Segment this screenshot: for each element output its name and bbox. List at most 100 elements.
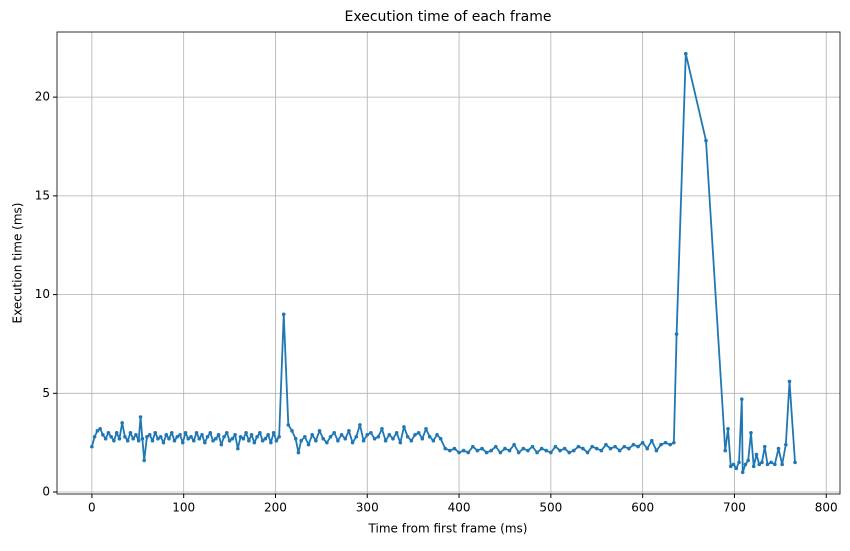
point [216,432,221,437]
point [236,446,240,451]
point [405,434,410,439]
point [773,462,777,467]
y-tick-label: 20 [35,90,50,104]
point [347,429,351,433]
point [581,446,585,451]
point [114,430,119,435]
point [674,332,679,336]
point [117,436,122,441]
x-tick-label: 800 [815,501,838,515]
point [227,438,232,443]
x-axis-label: Time from first frame (ms) [368,522,528,536]
point [645,446,650,451]
point [271,430,276,435]
point [704,138,708,143]
point [457,450,461,455]
point [739,397,744,402]
point [475,448,480,453]
point [535,450,539,455]
point [743,462,748,467]
line [91,52,796,474]
x-tick-label: 600 [631,501,654,515]
point [650,438,654,443]
x-tick-label: 300 [356,501,379,515]
point [424,427,428,431]
point [153,430,158,435]
point [734,466,739,471]
point [321,436,326,441]
point [369,430,373,435]
point [205,434,210,439]
point [310,432,314,437]
point [255,434,259,439]
point [387,432,392,437]
point [765,462,770,467]
point [663,440,668,445]
point [134,432,138,437]
point [343,436,348,441]
point [140,436,145,441]
point [178,432,182,437]
point [101,432,105,437]
point [252,440,257,445]
point [147,432,152,437]
point [636,444,640,449]
point [376,434,381,439]
point [125,438,130,443]
point [150,438,155,443]
point [402,425,406,429]
point [631,442,636,447]
point [120,421,124,425]
point [361,438,366,443]
point [339,432,344,437]
point [544,448,549,453]
point [109,434,113,439]
point [325,440,329,445]
point [358,423,362,427]
point [138,415,143,419]
point [211,438,215,443]
point [200,432,204,437]
point [266,432,270,437]
point [571,448,576,453]
point [594,446,599,451]
point [567,450,572,455]
point [489,448,493,453]
point [746,458,751,463]
point [164,432,169,437]
point [244,430,248,435]
point [585,450,590,455]
x-tick-label: 500 [539,501,562,515]
point [731,462,736,467]
point [314,438,318,443]
y-tick-label: 10 [35,287,50,301]
point [247,438,251,443]
point [230,436,235,441]
point [613,444,617,449]
point [576,444,581,449]
point [549,450,553,455]
point [784,442,788,447]
point [92,434,97,439]
point [142,458,147,463]
point [336,438,340,443]
point [553,444,558,449]
x-tick-label: 100 [172,501,195,515]
point [303,434,307,439]
point [530,444,535,449]
point [249,432,254,437]
point [332,430,337,435]
point [290,429,294,433]
point [258,430,262,435]
point [683,51,688,56]
point [286,423,291,427]
point [398,440,403,445]
x-tick-label: 200 [264,501,287,515]
point [123,434,127,439]
point [317,429,322,433]
y-axis-label: Execution time (ms) [11,203,25,324]
point [512,442,516,447]
point [431,438,436,443]
point [640,440,645,445]
point [238,434,243,439]
